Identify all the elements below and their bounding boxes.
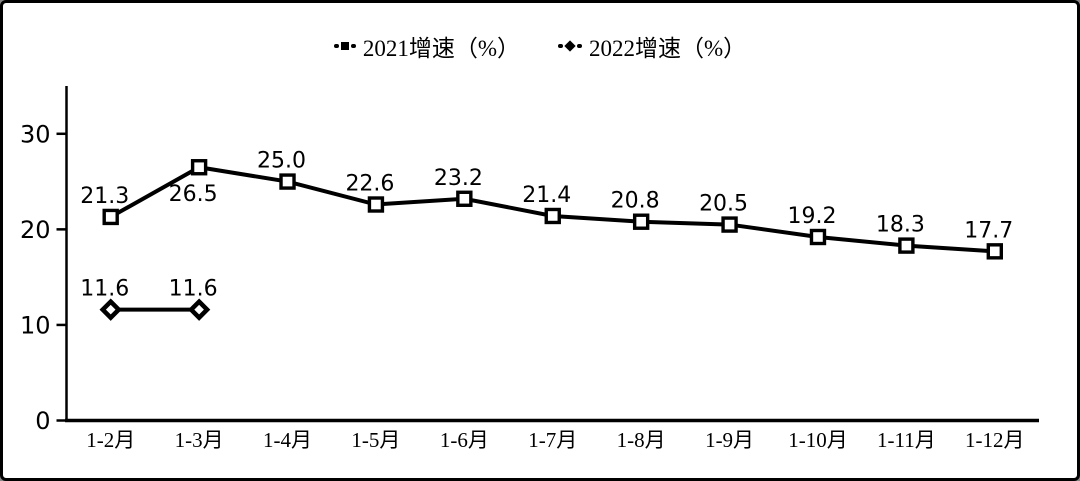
data-point-label: 21.3 <box>80 184 129 209</box>
chart-plot-area: 0 10 20 30 1-2月 1-3月 1-4月 1-5月 1-6月 1-7月 1-8月 1-9月 1… <box>20 86 1039 452</box>
x-tick-label: 1-11月 <box>877 428 936 452</box>
x-tick-label: 1-12月 <box>965 428 1025 452</box>
data-point-marker-square <box>632 213 650 230</box>
y-tick-label: 20 <box>20 216 51 244</box>
data-point-marker-square <box>986 243 1003 260</box>
legend-item-2022: 2022增速（%） <box>558 29 746 63</box>
data-point-marker-square <box>809 228 827 246</box>
y-tick-label: 30 <box>20 120 51 148</box>
y-tick-label: 10 <box>20 311 51 339</box>
x-tick-label: 1-3月 <box>175 428 224 452</box>
data-point-label: 17.7 <box>964 218 1013 243</box>
data-point-label: 11.6 <box>80 277 129 302</box>
legend-item-2021: 2021增速（%） <box>333 29 520 63</box>
data-point-marker-diamond <box>99 298 122 321</box>
legend-label-2021: 2021增速（%） <box>362 36 520 61</box>
x-tick-label: 1-4月 <box>263 428 312 452</box>
y-tick-label: 0 <box>35 407 50 435</box>
data-point-label: 23.2 <box>434 166 483 191</box>
chart-legend: 2021增速（%） 2022增速（%） <box>3 29 1077 63</box>
x-tick-label: 1-2月 <box>86 428 135 452</box>
data-point-marker-square <box>367 196 385 213</box>
data-point-label: 26.5 <box>169 182 218 207</box>
x-tick-label: 1-9月 <box>705 428 754 452</box>
x-tick-label: 1-5月 <box>351 428 400 452</box>
data-point-label: 20.5 <box>699 192 748 217</box>
legend-diamond-marker-icon <box>558 40 582 52</box>
data-point-marker-square <box>279 173 296 190</box>
data-point-label: 22.6 <box>345 172 394 197</box>
legend-square-marker-icon <box>333 42 356 50</box>
data-point-label: 21.4 <box>522 183 571 208</box>
x-tick-label: 1-7月 <box>528 428 577 452</box>
x-tick-label: 1-8月 <box>617 428 666 452</box>
data-point-marker-square <box>456 190 473 207</box>
data-point-label: 25.0 <box>257 149 306 174</box>
data-point-marker-square <box>544 207 561 225</box>
x-tick-label: 1-10月 <box>788 428 848 452</box>
legend-label-2022: 2022增速（%） <box>589 36 747 61</box>
data-point-marker-square <box>190 159 208 176</box>
data-point-marker-square <box>721 216 738 233</box>
x-tick-label: 1-6月 <box>440 428 489 452</box>
data-point-marker-diamond <box>187 298 211 321</box>
data-point-label: 18.3 <box>876 213 925 238</box>
data-point-marker-square <box>898 237 915 254</box>
data-point-label: 19.2 <box>787 204 836 229</box>
data-point-label: 20.8 <box>611 189 660 214</box>
data-point-marker-square <box>102 208 119 226</box>
data-point-label: 11.6 <box>169 277 218 302</box>
